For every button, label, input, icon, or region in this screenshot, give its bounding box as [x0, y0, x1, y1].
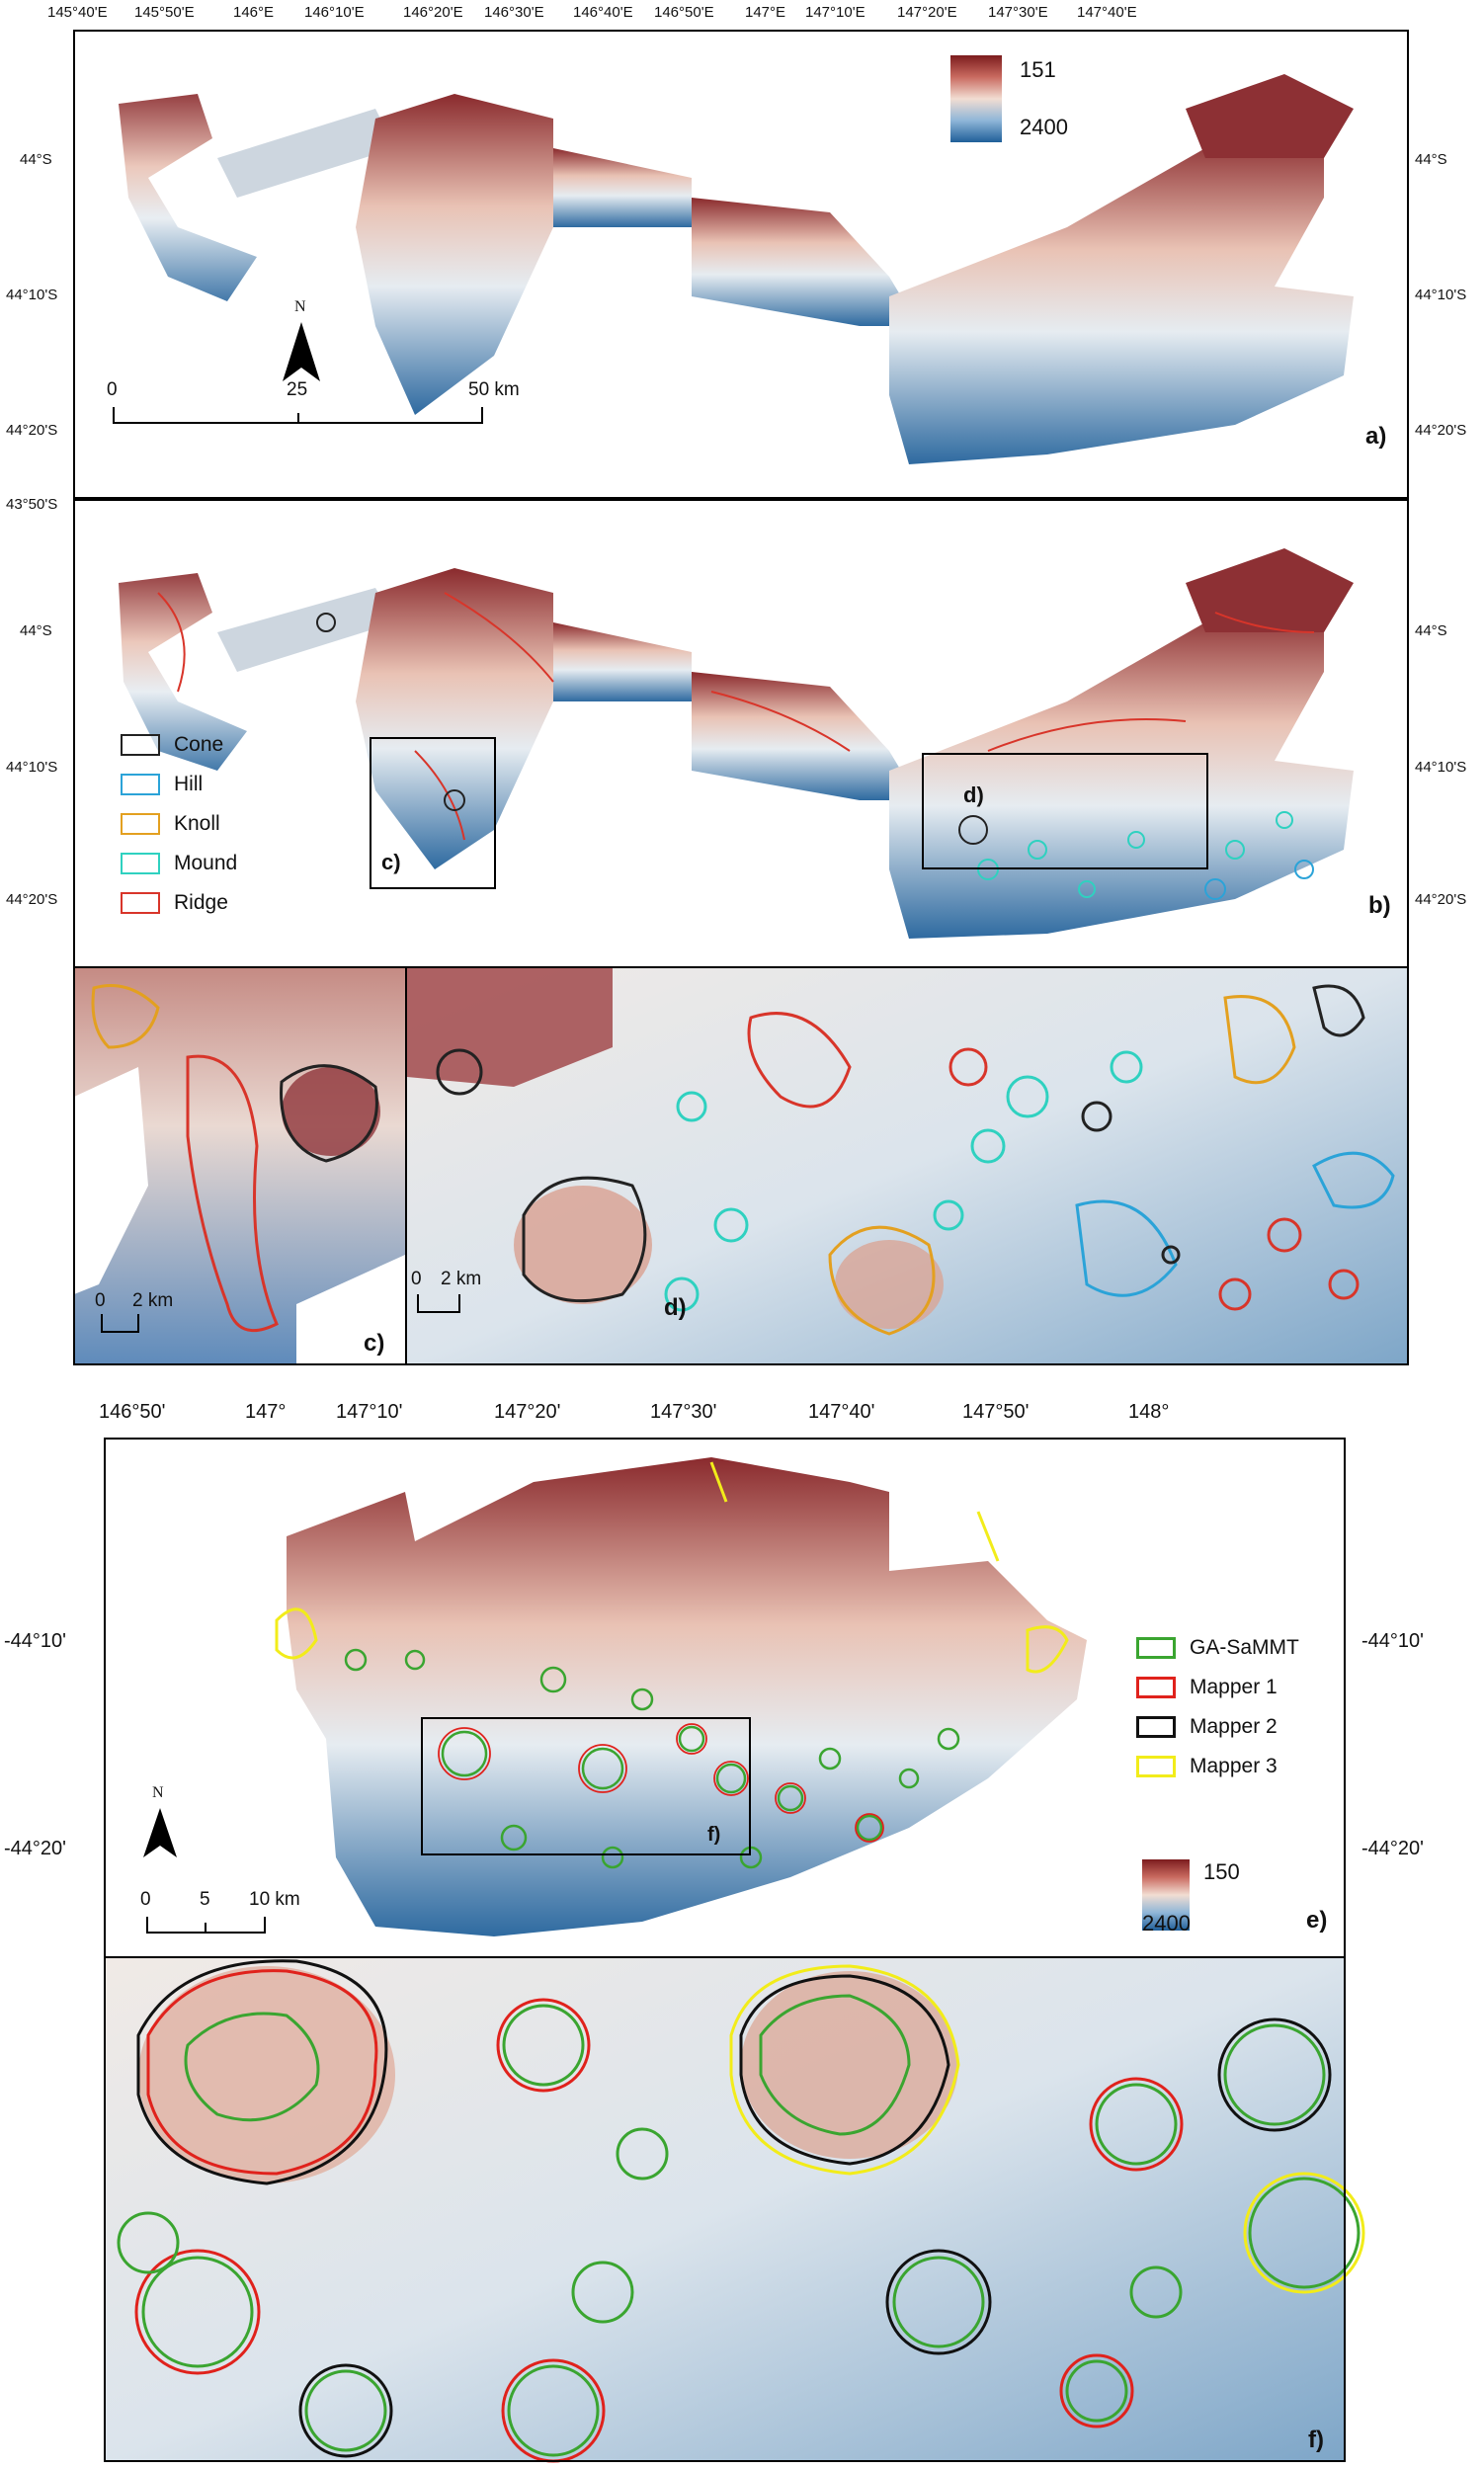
colorbar-max-label: 151: [1020, 57, 1056, 82]
right-tick: 44°S: [1415, 151, 1447, 168]
top-tick: 147°10'E: [805, 4, 866, 21]
right-tick: 44°S: [1415, 622, 1447, 639]
depth-colorbar-e: [1142, 1859, 1190, 1931]
right-tick: 44°10'S: [1415, 287, 1467, 303]
colorbar-min-label: 2400: [1142, 1911, 1191, 1935]
legend-item-knoll: Knoll: [121, 812, 220, 836]
panel-label-f: f): [1308, 2427, 1324, 2453]
legend-item-cone: Cone: [121, 733, 223, 757]
colorbar-max-label: 150: [1203, 1859, 1240, 1884]
top-tick: 147°10': [336, 1401, 403, 1423]
right-tick: 44°10'S: [1415, 759, 1467, 776]
panel-label-a: a): [1365, 423, 1387, 450]
top-tick: 147°: [245, 1401, 287, 1423]
right-tick: 44°20'S: [1415, 891, 1467, 908]
left-tick: -44°20': [4, 1838, 66, 1859]
panel-d-frame: [405, 966, 1409, 1365]
right-tick: -44°20': [1361, 1838, 1424, 1859]
scalebar-label: 0: [140, 1889, 151, 1910]
top-tick: 146°E: [233, 4, 275, 21]
left-tick: 44°S: [20, 151, 52, 168]
right-tick: 44°20'S: [1415, 422, 1467, 439]
top-tick: 145°50'E: [134, 4, 195, 21]
top-tick: 145°40'E: [47, 4, 108, 21]
panel-b-terrain: [119, 548, 1354, 939]
scale-label: 2 km: [441, 1269, 482, 1289]
legend-item-hill: Hill: [121, 773, 203, 796]
north-label: N: [294, 298, 306, 315]
legend-item-ga-sammt: GA-SaMMT: [1136, 1636, 1299, 1660]
panel-f-frame: [104, 1956, 1346, 2462]
scalebar-label: 5: [200, 1889, 210, 1910]
top-tick: 148°: [1128, 1401, 1170, 1423]
panel-c-terrain: [74, 968, 405, 1363]
left-tick: 43°50'S: [6, 496, 58, 513]
top-tick: 146°10'E: [304, 4, 365, 21]
left-tick: 44°10'S: [6, 287, 58, 303]
top-tick: 147°E: [745, 4, 786, 21]
top-tick: 147°50': [962, 1401, 1030, 1423]
right-tick: -44°10': [1361, 1630, 1424, 1652]
left-tick: 44°20'S: [6, 422, 58, 439]
scale-label: 0: [95, 1290, 106, 1311]
scalebar-label: 10 km: [249, 1889, 300, 1910]
panel-label-d: d): [664, 1294, 687, 1321]
scalebar-label: 25: [287, 379, 308, 400]
north-label: N: [152, 1784, 164, 1801]
inset-label-c: c): [381, 850, 401, 874]
top-tick: 147°30'E: [988, 4, 1048, 21]
inset-label-f: f): [707, 1824, 721, 1846]
top-tick: 146°50'E: [654, 4, 714, 21]
left-tick: 44°S: [20, 622, 52, 639]
depth-colorbar: [950, 55, 1002, 142]
top-tick: 146°30'E: [484, 4, 544, 21]
panel-label-c: c): [364, 1330, 385, 1357]
left-tick: 44°20'S: [6, 891, 58, 908]
scale-label: 2 km: [132, 1290, 174, 1311]
scalebar-label: 50 km: [468, 379, 520, 400]
top-tick: 146°50': [99, 1401, 166, 1423]
inset-box-f: [421, 1717, 751, 1855]
legend-item-ridge: Ridge: [121, 891, 228, 915]
inset-label-d: d): [963, 782, 984, 807]
top-tick: 147°40': [808, 1401, 875, 1423]
panel-d-terrain: [407, 968, 1408, 1363]
top-tick: 147°40'E: [1077, 4, 1137, 21]
top-tick: 147°30': [650, 1401, 717, 1423]
top-tick: 146°40'E: [573, 4, 633, 21]
panel-a-frame: [73, 30, 1409, 499]
top-tick: 146°20'E: [403, 4, 463, 21]
panel-a-terrain: [119, 74, 1354, 464]
left-tick: 44°10'S: [6, 759, 58, 776]
legend-item-mound: Mound: [121, 852, 237, 875]
legend-item-mapper-1: Mapper 1: [1136, 1676, 1278, 1699]
panel-f-terrain: [106, 1958, 1365, 2463]
inset-box-c: [370, 737, 496, 889]
left-tick: -44°10': [4, 1630, 66, 1652]
top-tick: 147°20'E: [897, 4, 957, 21]
panel-e-terrain: [275, 1457, 1087, 1936]
legend-item-mapper-3: Mapper 3: [1136, 1755, 1278, 1778]
panel-b-frame: [73, 499, 1409, 968]
legend-item-mapper-2: Mapper 2: [1136, 1715, 1278, 1739]
panel-c-frame: [73, 966, 407, 1365]
panel-label-b: b): [1368, 892, 1391, 919]
top-tick: 147°20': [494, 1401, 561, 1423]
scale-label: 0: [411, 1269, 422, 1289]
colorbar-min-label: 2400: [1020, 115, 1068, 139]
scalebar-label: 0: [107, 379, 118, 400]
panel-label-e: e): [1306, 1907, 1328, 1934]
inset-box-d: [922, 753, 1208, 869]
